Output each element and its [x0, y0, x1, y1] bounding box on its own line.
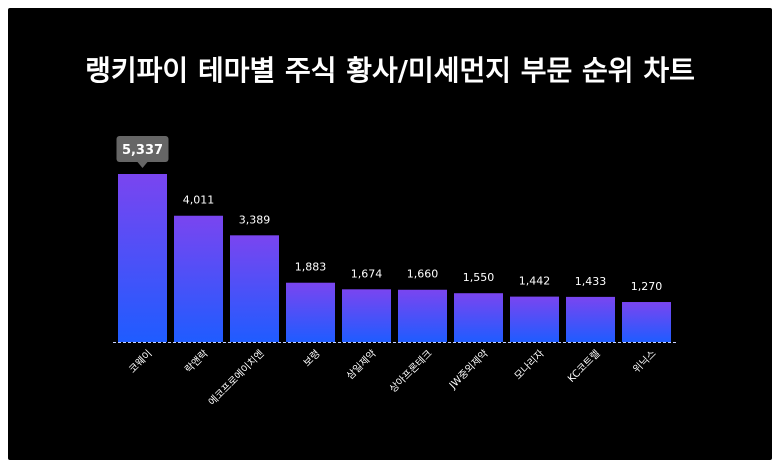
bar-8: [566, 296, 615, 342]
bar-4: [342, 289, 391, 342]
value-label-4: 1,674: [351, 267, 383, 280]
value-label-6: 1,550: [463, 271, 495, 284]
category-label-8: KC코트렐: [565, 347, 603, 385]
category-label-3: 보령: [301, 348, 323, 370]
bar-6: [454, 293, 503, 342]
bar-2: [230, 235, 279, 342]
chart-panel: 랭키파이 테마별 주식 황사/미세먼지 부문 순위 차트 5,337 코웨이 4,0…: [8, 8, 772, 460]
value-label-3: 1,883: [295, 261, 327, 274]
bar-3: [286, 282, 335, 342]
bar-7: [510, 296, 559, 342]
bar-chart: 랭키파이 테마별 주식 황사/미세먼지 부문 순위 차트 5,337 코웨이 4,0…: [85, 54, 695, 409]
bar-5: [398, 289, 447, 342]
bar-0: [118, 174, 167, 342]
value-label-9: 1,270: [631, 280, 663, 293]
chart-title: 랭키파이 테마별 주식 황사/미세먼지 부문 순위 차트: [85, 54, 695, 87]
value-label-8: 1,433: [575, 275, 607, 288]
bar-9: [622, 302, 671, 342]
bar-1: [174, 215, 223, 342]
highlight-badge-pointer: [137, 162, 148, 168]
bars-group: 5,337 코웨이 4,011 락앤락 3,389 에코프로에이치엔 1,883 보령 1,67…: [116, 136, 671, 409]
highlight-badge: [116, 136, 169, 162]
category-label-7: 모나리자: [512, 348, 547, 383]
value-label-0: 5,337: [122, 143, 163, 158]
category-label-1: 락앤락: [183, 348, 211, 376]
value-label-2: 3,389: [239, 213, 271, 226]
category-label-9: 위닉스: [630, 347, 659, 376]
value-label-1: 4,011: [183, 194, 215, 207]
category-label-0: 코웨이: [127, 348, 155, 376]
category-label-4: 삼일제약: [344, 348, 379, 383]
value-label-5: 1,660: [407, 268, 439, 281]
category-label-6: JW중외제약: [446, 348, 490, 392]
value-label-7: 1,442: [519, 275, 551, 288]
category-label-2: 에코프로에이치엔: [206, 348, 267, 409]
category-label-5: 상아프론테크: [387, 348, 435, 396]
